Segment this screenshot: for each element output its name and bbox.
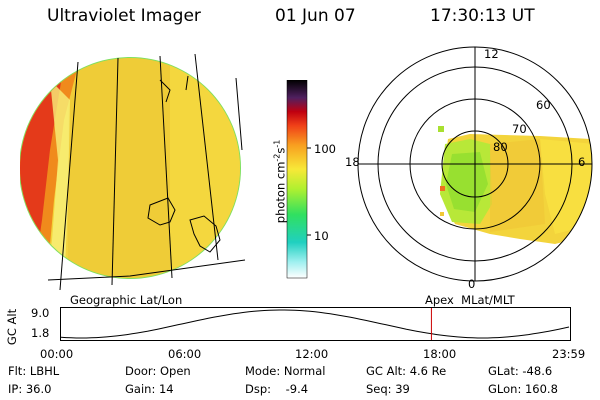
colorbar-tick-100: 100 (314, 142, 336, 156)
colorbar-unit-label: photon cm-2s-1 (272, 139, 288, 224)
altitude-xtick-2: 12:00 (295, 347, 329, 361)
info-seq: Seq: 39 (366, 382, 410, 396)
info-filter: Flt: LBHL (8, 364, 60, 378)
altitude-ytick-top: 9.0 (31, 306, 50, 320)
lat-label-60: 60 (536, 98, 551, 112)
altitude-frame (60, 307, 571, 341)
info-door: Door: Open (125, 364, 191, 378)
lat-label-70: 70 (512, 122, 527, 136)
lat-label-80: 80 (493, 140, 508, 154)
altitude-ytick-bottom: 1.8 (31, 326, 50, 340)
meridian-lines (47, 53, 246, 291)
altitude-xtick-3: 18:00 (423, 347, 457, 361)
instrument-title: Ultraviolet Imager (47, 6, 201, 26)
info-dsp: Dsp: -9.4 (245, 382, 309, 396)
info-gc-alt: GC Alt: 4.6 Re (366, 364, 447, 378)
geographic-image (20, 53, 246, 291)
coastline (147, 197, 176, 226)
mlt-label-12: 12 (484, 47, 499, 61)
colorbar-tick-10: 10 (314, 229, 329, 243)
geo-frame-label: Geographic Lat/Lon (70, 293, 183, 307)
polar-grid (357, 46, 593, 282)
apex-frame-label: Apex MLat/MLT (425, 293, 515, 307)
altitude-axis-label: GC Alt (5, 308, 20, 346)
altitude-xtick-4: 23:59 (552, 347, 586, 361)
info-gain: Gain: 14 (125, 382, 174, 396)
altitude-curve (60, 309, 570, 339)
altitude-xtick-0: 00:00 (40, 347, 74, 361)
image-date: 01 Jun 07 (275, 6, 356, 26)
info-mode: Mode: Normal (245, 364, 326, 378)
mlt-label-18: 18 (345, 155, 360, 169)
info-glat: GLat: -48.6 (488, 364, 553, 378)
info-glon: GLon: 160.8 (488, 382, 558, 396)
image-time: 17:30:13 UT (430, 6, 535, 26)
colorbar (286, 80, 311, 279)
mlt-label-6: 6 (578, 155, 586, 169)
mlt-label-0: 0 (468, 277, 476, 291)
altitude-xtick-1: 06:00 (168, 347, 202, 361)
altitude-plot (60, 307, 571, 341)
info-ip: IP: 36.0 (8, 382, 52, 396)
polar-plot (357, 46, 593, 282)
altitude-axis-label-wrap: GC Alt (0, 308, 28, 348)
